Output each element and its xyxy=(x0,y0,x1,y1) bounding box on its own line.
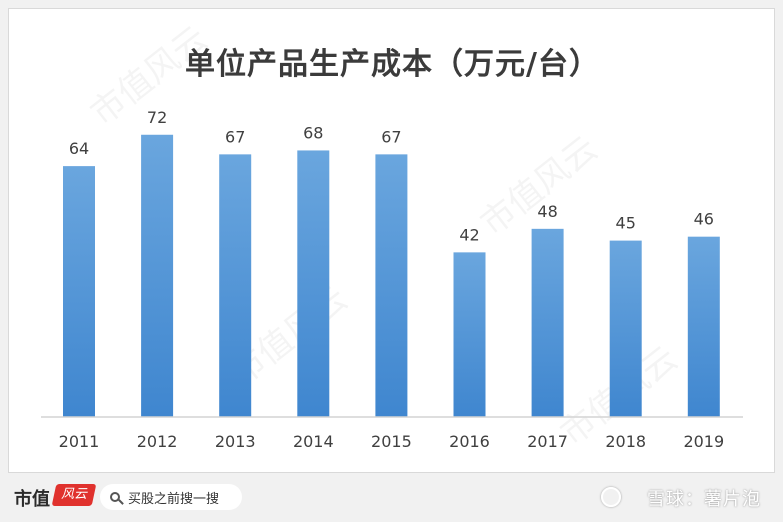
x-tick-label-2018: 2018 xyxy=(605,432,646,451)
search-placeholder: 买股之前搜一搜 xyxy=(128,491,220,507)
bar-2019 xyxy=(687,236,720,417)
x-tick-label-2016: 2016 xyxy=(449,432,490,451)
x-tick-label-2015: 2015 xyxy=(371,432,412,451)
bar-2016 xyxy=(453,252,486,417)
value-label-2011: 64 xyxy=(69,139,89,158)
bar-2014 xyxy=(297,150,330,417)
bar-2018 xyxy=(609,240,642,417)
platform-label: 雪球：薯片泡 xyxy=(647,489,761,510)
value-label-2012: 72 xyxy=(147,108,167,127)
x-tick-label-2017: 2017 xyxy=(527,432,568,451)
value-label-2017: 48 xyxy=(537,202,557,221)
bar-2017 xyxy=(531,228,564,417)
x-tick-label-2014: 2014 xyxy=(293,432,334,451)
x-tick-label-2012: 2012 xyxy=(137,432,178,451)
value-label-2015: 67 xyxy=(381,127,401,146)
value-label-2013: 67 xyxy=(225,127,245,146)
brand-logo: 市值 xyxy=(14,489,50,510)
value-label-2019: 46 xyxy=(694,210,714,229)
chart-title: 单位产品生产成本（万元/台） xyxy=(185,47,600,82)
value-label-2014: 68 xyxy=(303,123,323,142)
value-label-2018: 45 xyxy=(616,214,636,233)
bar-chart: 64 2011 72 2012 67 2013 68 2014 67 2015 42 2016 48 20… xyxy=(41,108,743,451)
bar-2013 xyxy=(219,154,252,418)
x-tick-label-2011: 2011 xyxy=(59,432,100,451)
x-tick-label-2013: 2013 xyxy=(215,432,256,451)
snowball-icon xyxy=(601,487,621,507)
x-tick-label-2019: 2019 xyxy=(683,432,724,451)
value-label-2016: 42 xyxy=(459,225,479,244)
bar-2015 xyxy=(375,154,408,418)
search-box[interactable]: 买股之前搜一搜 xyxy=(100,484,242,510)
bar-2012 xyxy=(141,134,174,417)
search-icon xyxy=(110,492,120,502)
brand-mark: 风云 xyxy=(51,484,97,506)
bar-2011 xyxy=(63,166,95,417)
footer-bar: 市值 风云 买股之前搜一搜 雪球：薯片泡 xyxy=(0,473,783,522)
